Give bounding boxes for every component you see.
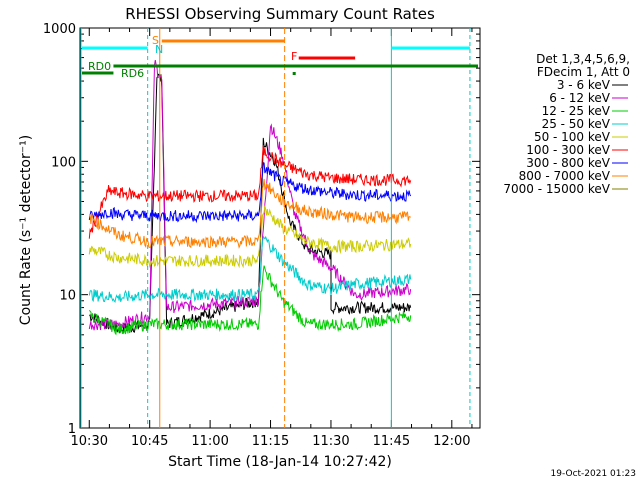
x-tick-label: 11:45 — [373, 434, 410, 449]
legend-entry-label: 7000 - 15000 keV — [503, 182, 610, 196]
x-tick-label: 11:00 — [191, 434, 228, 449]
legend-entry-label: 50 - 100 keV — [534, 130, 611, 144]
y-tick-label: 10 — [59, 289, 76, 304]
n-flag-label: N — [155, 43, 163, 56]
series-line — [89, 73, 412, 334]
series-line — [88, 205, 412, 269]
legend-entry-label: 300 - 800 keV — [526, 156, 610, 170]
x-axis-label: Start Time (18-Jan-14 10:27:42) — [168, 454, 392, 470]
legend-entry-label: 25 - 50 keV — [542, 117, 611, 131]
rd0-label: RD0 — [88, 60, 111, 73]
legend-header: FDecim 1, Att 0 — [537, 65, 630, 79]
y-tick-label: 1 — [68, 422, 76, 437]
series-line — [88, 265, 412, 336]
y-axis-label: Count Rate (s⁻¹ detector⁻¹) — [18, 135, 34, 325]
y-tick-label: 100 — [51, 155, 76, 170]
series-line — [88, 235, 412, 304]
series-line — [88, 60, 412, 331]
series-line — [88, 144, 412, 239]
x-tick-label: 11:15 — [252, 434, 289, 449]
plot-frame — [79, 27, 481, 429]
rd6-label: RD6 — [121, 67, 144, 80]
timestamp: 19-Oct-2021 01:23 — [551, 469, 636, 479]
x-tick-label: 10:30 — [71, 434, 108, 449]
legend-entry-label: 3 - 6 keV — [557, 78, 611, 92]
x-tick-label: 10:45 — [131, 434, 168, 449]
legend-entry-label: 6 - 12 keV — [549, 91, 611, 105]
legend-entry-label: 12 - 25 keV — [542, 104, 611, 118]
x-tick-label: 12:00 — [433, 434, 470, 449]
y-tick-label: 1000 — [43, 22, 76, 37]
plot-area: 1 10 100 1000 10:30 10:45 11:00 11:15 11:30 11:45… — [43, 22, 481, 449]
rd-dot — [292, 72, 296, 75]
legend-entry-label: 800 - 7000 keV — [519, 169, 611, 183]
s-flag-label: S — [152, 34, 159, 47]
series-line — [88, 161, 412, 224]
series-line — [89, 178, 411, 249]
chart-title: RHESSI Observing Summary Count Rates — [125, 5, 435, 23]
legend-header: Det 1,3,4,5,6,9, — [536, 52, 630, 66]
legend-entry-label: 100 - 300 keV — [526, 143, 610, 157]
x-tick-label: 11:30 — [312, 434, 349, 449]
legend: Det 1,3,4,5,6,9,FDecim 1, Att 03 - 6 keV… — [503, 52, 630, 196]
f-flag-label: F — [291, 50, 297, 63]
